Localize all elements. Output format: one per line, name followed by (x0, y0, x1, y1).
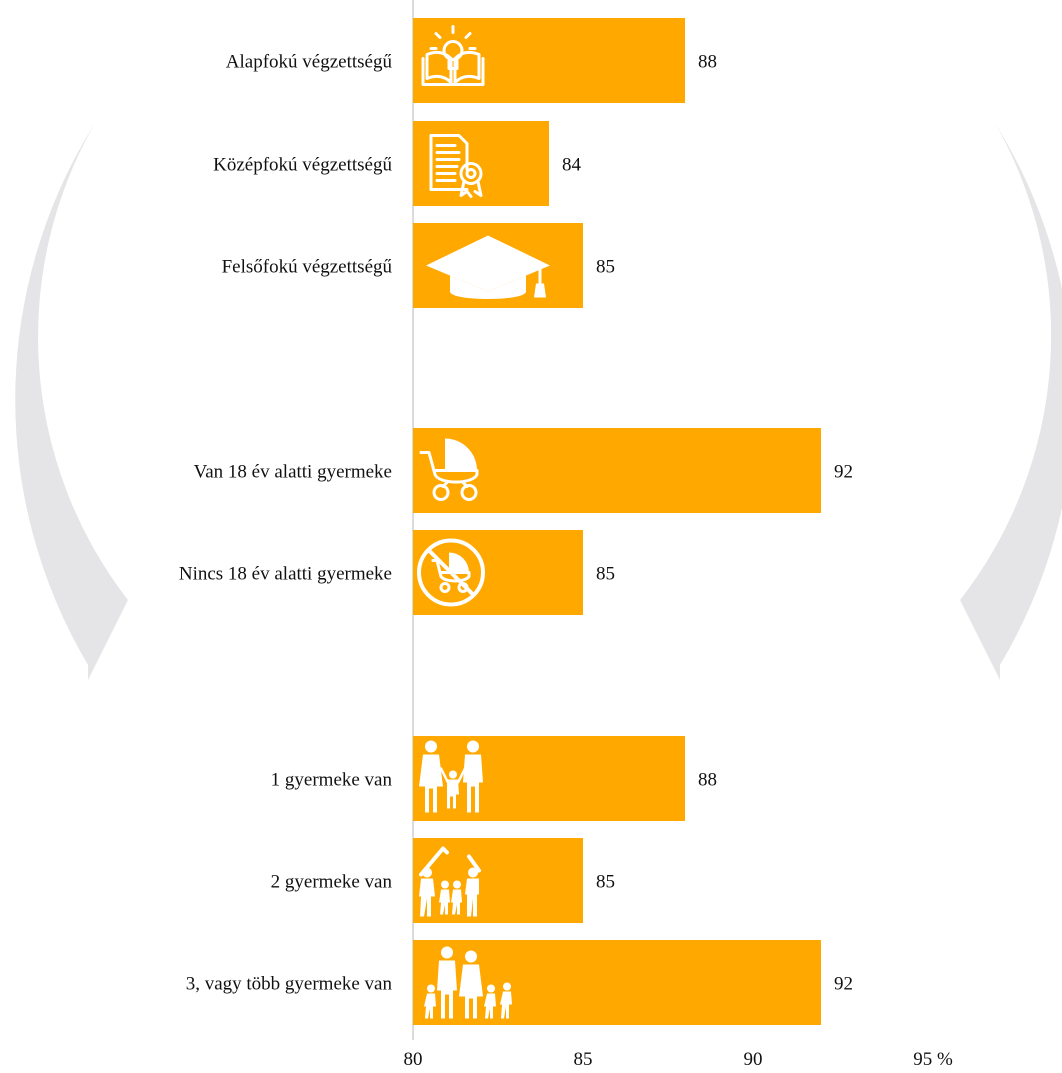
value-label: 85 (596, 257, 615, 278)
value-label: 92 (834, 462, 853, 483)
value-label: 88 (698, 770, 717, 791)
watermark-right-arc (960, 123, 1062, 680)
category-label: Nincs 18 év alatti gyermeke (179, 564, 392, 585)
bar-group: 3, vagy több gyermeke van 92 (186, 940, 853, 1025)
x-tick-label: 95 % (913, 1049, 953, 1070)
x-axis: 80 85 90 95 % (404, 1049, 953, 1070)
category-label: 1 gyermeke van (271, 770, 393, 791)
bar-group: Középfokú végzettségű 84 (213, 121, 582, 206)
category-label: 2 gyermeke van (271, 872, 393, 893)
bar-group: Felsőfokú végzettségű 85 (222, 223, 615, 308)
bar-group: 2 gyermeke van 85 (271, 838, 615, 923)
bar-group: 1 gyermeke van 88 (271, 736, 717, 821)
watermark-left-arc (15, 123, 129, 680)
bar (413, 428, 821, 513)
bar-group: Alapfokú végzettségű 88 (226, 18, 717, 103)
category-label: Felsőfokú végzettségű (222, 257, 393, 278)
x-tick-label: 80 (404, 1049, 423, 1070)
category-label: Van 18 év alatti gyermeke (194, 462, 392, 483)
category-label: Középfokú végzettségű (213, 155, 392, 176)
value-label: 88 (698, 52, 717, 73)
value-label: 85 (596, 564, 615, 585)
watermark-logo (15, 123, 1062, 680)
x-tick-label: 85 (574, 1049, 593, 1070)
bars: Alapfokú végzettségű 88 Középfokú végzetts… (179, 18, 853, 1025)
bar-group: Nincs 18 év alatti gyermeke 85 (179, 530, 615, 615)
value-label: 84 (562, 155, 582, 176)
value-label: 92 (834, 974, 853, 995)
x-tick-label: 90 (744, 1049, 763, 1070)
value-label: 85 (596, 872, 615, 893)
bar-group: Van 18 év alatti gyermeke 92 (194, 428, 853, 513)
bar (413, 736, 685, 821)
category-label: 3, vagy több gyermeke van (186, 974, 393, 995)
category-label: Alapfokú végzettségű (226, 52, 393, 73)
